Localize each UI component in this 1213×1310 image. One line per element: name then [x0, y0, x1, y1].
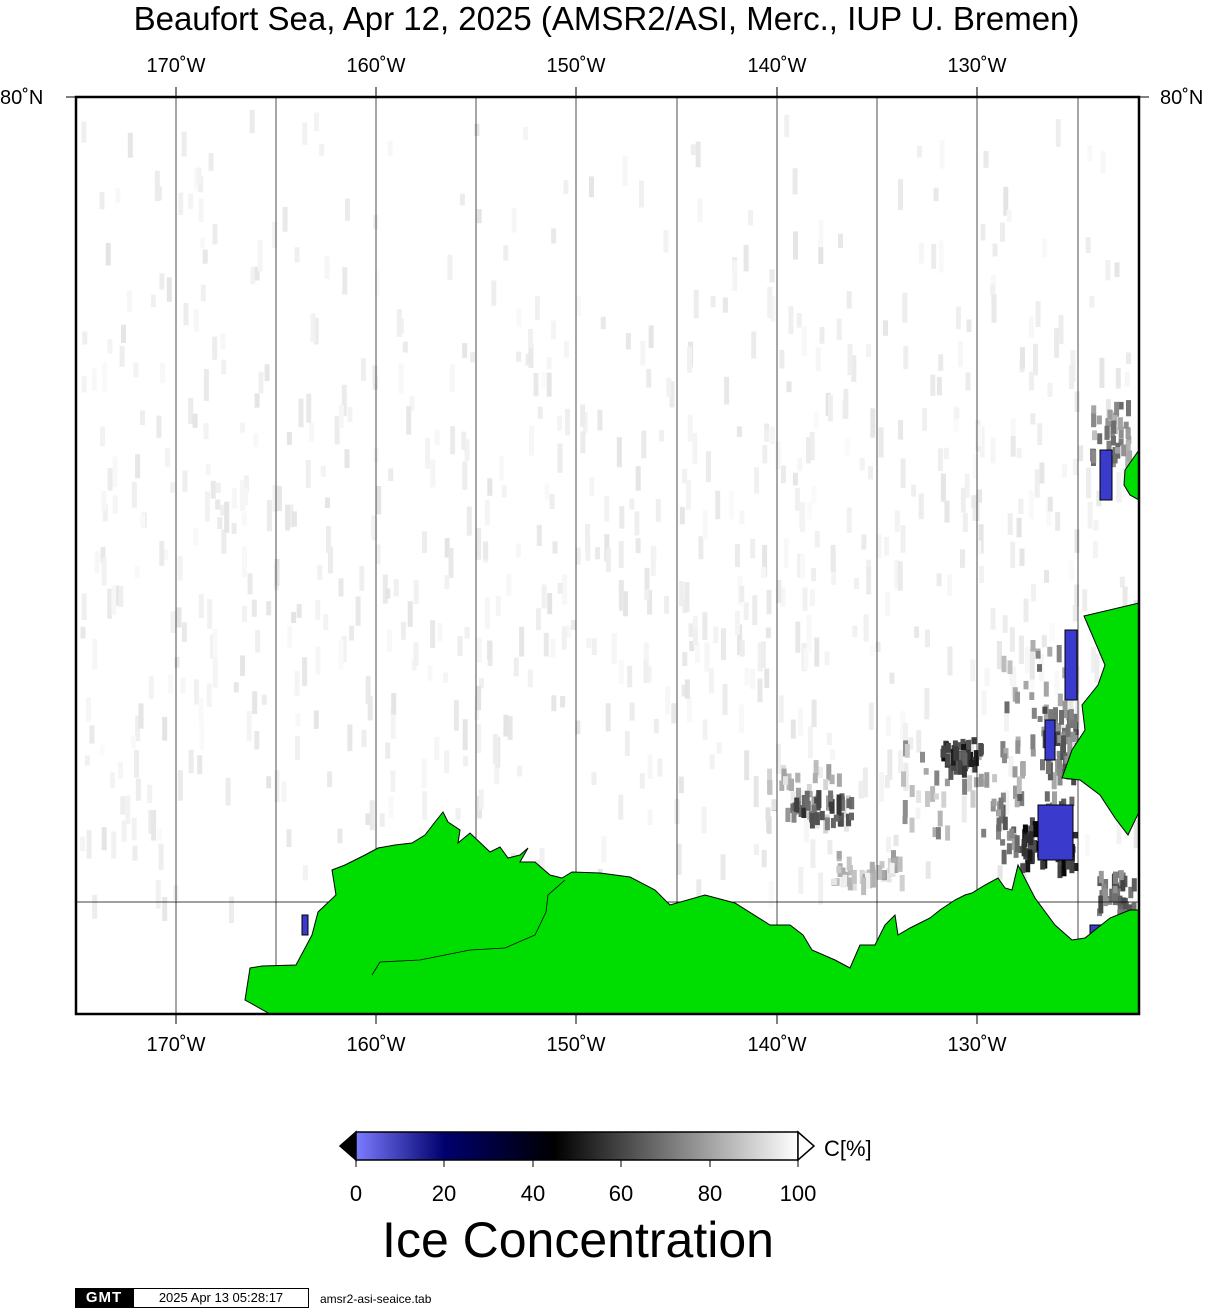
lon-tick-bottom-160w: 160˚W — [346, 1034, 406, 1056]
colorbar-tick-20: 20 — [431, 1181, 457, 1206]
colorbar-tick-60: 60 — [608, 1181, 634, 1206]
banks-island — [1061, 602, 1139, 836]
lon-tick-bottom-140w: 140˚W — [747, 1034, 807, 1056]
footer-timestamp: 2025 Apr 13 05:28:17 — [133, 1288, 309, 1308]
colorbar-tick-80: 80 — [697, 1181, 723, 1206]
gmt-logo: GMT — [75, 1288, 133, 1308]
colorbar-tick-40: 40 — [520, 1181, 546, 1206]
alaska-land — [244, 811, 1139, 1014]
lon-tick-top-170w: 170˚W — [146, 55, 206, 77]
colorbar-title: Ice Concentration — [382, 1212, 774, 1268]
ice-map — [66, 87, 1149, 1024]
colorbar-unit: C[%] — [824, 1136, 872, 1161]
colorbar-under-triangle — [338, 1130, 357, 1162]
prince-patrick-island — [1123, 449, 1139, 501]
map-title: Beaufort Sea, Apr 12, 2025 (AMSR2/ASI, M… — [133, 0, 1080, 37]
frame-ticks — [66, 87, 1149, 1024]
lon-tick-top-150w: 150˚W — [546, 55, 606, 77]
map-frame — [74, 95, 1141, 1016]
colorbar-gradient — [355, 1131, 799, 1161]
lon-tick-top-160w: 160˚W — [346, 55, 406, 77]
boundary-lines — [371, 879, 566, 976]
lat-label-right: 80˚N — [1160, 87, 1204, 109]
colorbar-over-triangle — [797, 1130, 816, 1162]
lon-tick-bottom-150w: 150˚W — [546, 1034, 606, 1056]
colorbar-tick-0: 0 — [349, 1181, 363, 1206]
lon-tick-bottom-130w: 130˚W — [947, 1034, 1007, 1056]
land-masses — [244, 449, 1139, 1014]
lon-tick-top-140w: 140˚W — [747, 55, 807, 77]
colorbar-tick-100: 100 — [779, 1181, 817, 1206]
colorbar — [338, 1130, 816, 1167]
lon-tick-bottom-170w: 170˚W — [146, 1034, 206, 1056]
lat-label-left: 80˚N — [0, 87, 44, 109]
lon-tick-top-130w: 130˚W — [947, 55, 1007, 77]
footer-filename: amsr2-asi-seaice.tab — [320, 1292, 432, 1306]
